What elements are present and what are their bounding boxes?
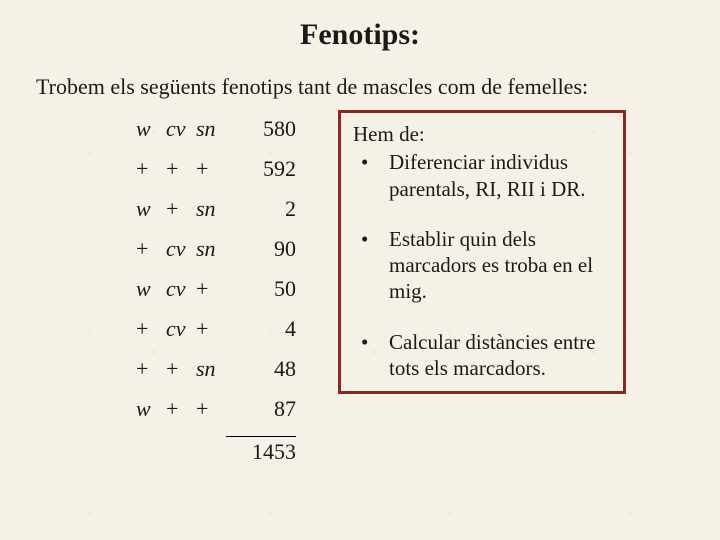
cell-c3: +	[196, 156, 226, 196]
table-row: + + + 592	[136, 156, 296, 196]
list-item: •Calcular distàncies entre tots els marc…	[375, 329, 611, 382]
table-row: w cv sn 580	[136, 116, 296, 156]
cell-c3: +	[196, 316, 226, 356]
cell-c3: +	[196, 396, 226, 437]
phenotype-table: w cv sn 580 + + + 592 w + sn	[136, 116, 296, 473]
cell-count: 50	[226, 276, 296, 316]
cell-count: 48	[226, 356, 296, 396]
cell-c1: w	[136, 116, 166, 156]
bullet-icon: •	[375, 226, 389, 252]
phenotype-table-wrap: w cv sn 580 + + + 592 w + sn	[136, 116, 296, 473]
cell-c1: +	[136, 316, 166, 356]
bullet-icon: •	[375, 149, 389, 175]
list-item: •Diferenciar individus parentals, RI, RI…	[375, 149, 611, 202]
cell-c2: +	[166, 196, 196, 236]
cell-c3: sn	[196, 236, 226, 276]
cell-c1: +	[136, 236, 166, 276]
cell-count: 4	[226, 316, 296, 356]
cell-c1: +	[136, 356, 166, 396]
cell-c2: cv	[166, 316, 196, 356]
tasks-heading: Hem de:	[353, 121, 611, 147]
cell-c1: w	[136, 276, 166, 316]
list-item: •Establir quin dels marcadors es troba e…	[375, 226, 611, 305]
table-row: + + sn 48	[136, 356, 296, 396]
cell-c3: sn	[196, 196, 226, 236]
cell-count: 592	[226, 156, 296, 196]
intro-text: Trobem els següents fenotips tant de mas…	[36, 74, 688, 100]
cell-c3: +	[196, 276, 226, 316]
cell-total: 1453	[226, 437, 296, 474]
table-row: + cv + 4	[136, 316, 296, 356]
cell-c3: sn	[196, 116, 226, 156]
cell-c2: cv	[166, 276, 196, 316]
list-item-text: Establir quin dels marcadors es troba en…	[389, 227, 593, 304]
cell-c2: +	[166, 156, 196, 196]
cell-c2: +	[166, 356, 196, 396]
cell-c1: w	[136, 396, 166, 437]
table-total-row: 1453	[136, 437, 296, 474]
table-row: w + sn 2	[136, 196, 296, 236]
cell-c1: w	[136, 196, 166, 236]
bullet-icon: •	[375, 329, 389, 355]
cell-c3: sn	[196, 356, 226, 396]
slide: Fenotips: Trobem els següents fenotips t…	[0, 0, 720, 540]
list-item-text: Diferenciar individus parentals, RI, RII…	[389, 150, 586, 200]
cell-count: 2	[226, 196, 296, 236]
content-row: w cv sn 580 + + + 592 w + sn	[32, 116, 688, 473]
table-row: w + + 87	[136, 396, 296, 437]
cell-c2: cv	[166, 116, 196, 156]
list-item-text: Calcular distàncies entre tots els marca…	[389, 330, 595, 380]
cell-count: 90	[226, 236, 296, 276]
table-row: w cv + 50	[136, 276, 296, 316]
cell-count: 87	[226, 396, 296, 437]
cell-count: 580	[226, 116, 296, 156]
tasks-box: Hem de: •Diferenciar individus parentals…	[338, 110, 626, 394]
page-title: Fenotips:	[32, 18, 688, 52]
table-row: + cv sn 90	[136, 236, 296, 276]
cell-c2: cv	[166, 236, 196, 276]
tasks-list: •Diferenciar individus parentals, RI, RI…	[353, 149, 611, 381]
cell-c1: +	[136, 156, 166, 196]
cell-c2: +	[166, 396, 196, 437]
